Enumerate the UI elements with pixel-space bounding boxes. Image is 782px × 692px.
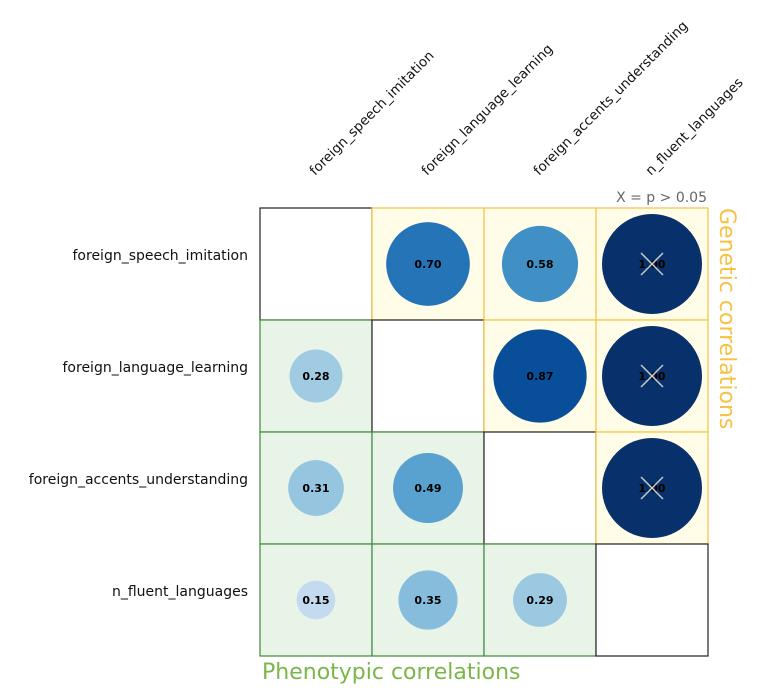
correlation-circle-2-1	[393, 453, 463, 523]
row-labels: foreign_speech_imitation foreign_language…	[29, 248, 248, 600]
not-significant-x-mark-0-3	[640, 252, 664, 276]
correlation-value-2-1: 0.49	[414, 482, 441, 495]
diagonal-cell-2-2	[483, 431, 597, 545]
diagonal-cell-0-0	[259, 207, 373, 321]
column-label-3: n_fluent_languages	[643, 75, 747, 179]
row-label-3: n_fluent_languages	[112, 584, 248, 600]
correlation-circle-3-1	[398, 570, 458, 630]
correlation-circle-1-0	[289, 349, 343, 403]
genetic-correlations-label: Genetic correlations	[714, 208, 739, 429]
column-label-0: foreign_speech_imitation	[307, 48, 438, 179]
correlation-value-1-2: 0.87	[526, 370, 553, 383]
correlation-circle-1-2	[493, 329, 587, 423]
correlation-circle-0-2	[501, 225, 579, 303]
correlation-value-1-0: 0.28	[302, 370, 329, 383]
row-label-1: foreign_language_learning	[63, 360, 249, 376]
column-label-1: foreign_language_learning	[419, 41, 557, 179]
column-labels: foreign_speech_imitationforeign_language…	[307, 18, 747, 179]
correlation-circle-2-0	[288, 460, 344, 516]
correlation-value-2-0: 0.31	[302, 482, 329, 495]
significance-note: X = p > 0.05	[616, 190, 707, 206]
phenotypic-correlations-label: Phenotypic correlations	[262, 660, 520, 685]
correlation-value-0-2: 0.58	[526, 258, 553, 271]
diagonal-cell-1-1	[371, 319, 485, 433]
correlation-value-3-0: 0.15	[302, 594, 329, 607]
correlation-value-0-1: 0.70	[414, 258, 441, 271]
correlation-value-3-2: 0.29	[526, 594, 553, 607]
diagonal-cell-3-3	[595, 543, 709, 657]
correlation-circle-3-0	[296, 580, 336, 620]
correlation-value-3-1: 0.35	[414, 594, 441, 607]
matrix-cells: 0.700.581.000.280.871.000.310.491.000.15…	[259, 207, 709, 657]
row-label-2: foreign_accents_understanding	[29, 472, 248, 488]
not-significant-x-mark-2-3	[640, 476, 664, 500]
not-significant-x-mark-1-3	[640, 364, 664, 388]
row-label-0: foreign_speech_imitation	[73, 248, 249, 264]
phenotypic-cell-2-1	[371, 431, 485, 545]
correlation-circle-0-1	[386, 222, 470, 306]
correlation-circle-3-2	[513, 573, 567, 627]
